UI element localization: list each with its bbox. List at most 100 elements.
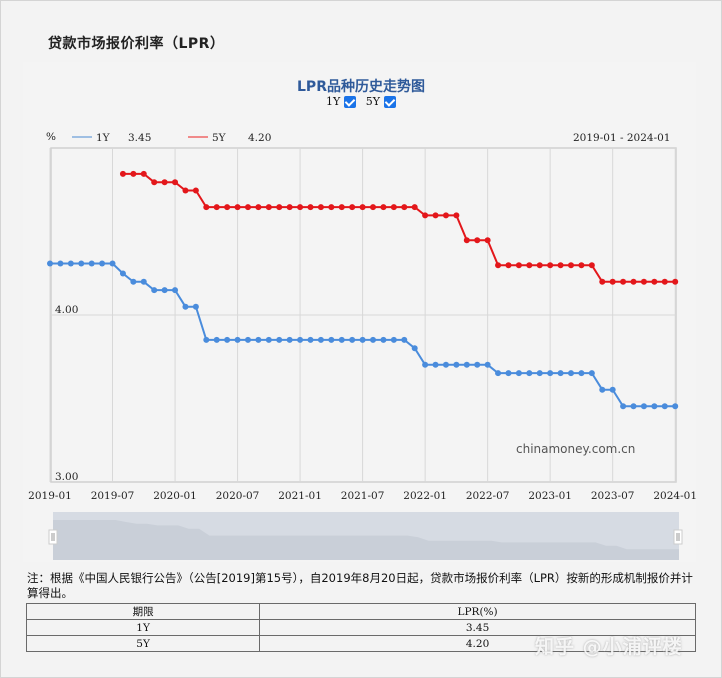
data-point[interactable] [463,237,470,244]
data-point[interactable] [588,370,595,377]
data-point[interactable] [432,212,439,219]
data-point[interactable] [557,370,564,377]
data-point[interactable] [401,204,408,211]
data-point[interactable] [349,336,356,343]
data-point[interactable] [328,204,335,211]
data-point[interactable] [411,204,418,211]
data-point[interactable] [119,170,126,177]
data-point[interactable] [244,204,251,211]
data-point[interactable] [192,187,199,194]
data-point[interactable] [672,403,679,410]
data-point[interactable] [328,336,335,343]
data-point[interactable] [630,403,637,410]
data-point[interactable] [265,204,272,211]
data-point[interactable] [651,278,658,285]
data-point[interactable] [630,278,637,285]
data-point[interactable] [442,212,449,219]
data-point[interactable] [140,278,147,285]
data-point[interactable] [422,212,429,219]
data-point[interactable] [182,187,189,194]
data-point[interactable] [484,237,491,244]
data-point[interactable] [651,403,658,410]
data-point[interactable] [640,278,647,285]
data-point[interactable] [224,336,231,343]
data-point[interactable] [578,370,585,377]
data-point[interactable] [297,336,304,343]
data-point[interactable] [672,278,679,285]
data-point[interactable] [67,260,74,267]
data-point[interactable] [47,260,53,267]
data-point[interactable] [276,204,283,211]
data-point[interactable] [255,336,262,343]
toggle-5y[interactable]: 5Y [366,95,397,108]
data-point[interactable] [495,262,502,269]
data-point[interactable] [422,361,429,368]
data-point[interactable] [286,336,293,343]
toggle-1y[interactable]: 1Y [326,95,357,108]
data-point[interactable] [182,303,189,310]
data-point[interactable] [620,278,627,285]
data-point[interactable] [359,336,366,343]
data-point[interactable] [620,403,627,410]
data-point[interactable] [578,262,585,269]
checkbox-checked-icon[interactable] [344,95,357,108]
data-point[interactable] [244,336,251,343]
data-point[interactable] [463,361,470,368]
data-point[interactable] [568,370,574,377]
data-point[interactable] [78,260,85,267]
data-point[interactable] [370,336,377,343]
data-point[interactable] [234,336,241,343]
data-point[interactable] [609,278,616,285]
data-point[interactable] [140,170,147,177]
data-point[interactable] [526,370,533,377]
data-point[interactable] [453,212,460,219]
data-point[interactable] [526,262,533,269]
data-point[interactable] [432,361,439,368]
data-point[interactable] [349,204,356,211]
data-point[interactable] [161,179,168,186]
data-point[interactable] [515,262,522,269]
data-point[interactable] [213,336,220,343]
data-point[interactable] [495,370,502,377]
data-point[interactable] [151,287,158,294]
data-point[interactable] [557,262,564,269]
data-point[interactable] [547,262,554,269]
data-point[interactable] [588,262,595,269]
data-point[interactable] [88,260,95,267]
checkbox-checked-icon[interactable] [384,95,397,108]
zoom-handle-right[interactable] [673,529,683,545]
data-point[interactable] [536,262,543,269]
data-point[interactable] [99,260,106,267]
data-point[interactable] [224,204,231,211]
data-point[interactable] [265,336,272,343]
data-point[interactable] [317,204,324,211]
data-point[interactable] [453,361,460,368]
data-point[interactable] [661,278,668,285]
data-point[interactable] [203,336,210,343]
data-point[interactable] [380,336,387,343]
data-point[interactable] [599,386,606,393]
data-point[interactable] [568,262,574,269]
data-point[interactable] [640,403,647,410]
data-point[interactable] [474,237,481,244]
data-point[interactable] [390,204,397,211]
data-point[interactable] [380,204,387,211]
data-point[interactable] [338,336,345,343]
data-point[interactable] [109,260,116,267]
data-point[interactable] [307,336,314,343]
data-point[interactable] [255,204,262,211]
legend-1y-name[interactable]: 1Y [96,132,111,144]
data-point[interactable] [130,278,137,285]
data-point[interactable] [172,287,179,294]
data-point[interactable] [609,386,616,393]
data-point[interactable] [307,204,314,211]
data-point[interactable] [505,262,512,269]
data-point[interactable] [474,361,481,368]
data-point[interactable] [401,336,408,343]
data-point[interactable] [536,370,543,377]
data-point[interactable] [172,179,179,186]
data-point[interactable] [411,345,418,352]
data-point[interactable] [317,336,324,343]
data-point[interactable] [203,204,210,211]
data-point[interactable] [505,370,512,377]
